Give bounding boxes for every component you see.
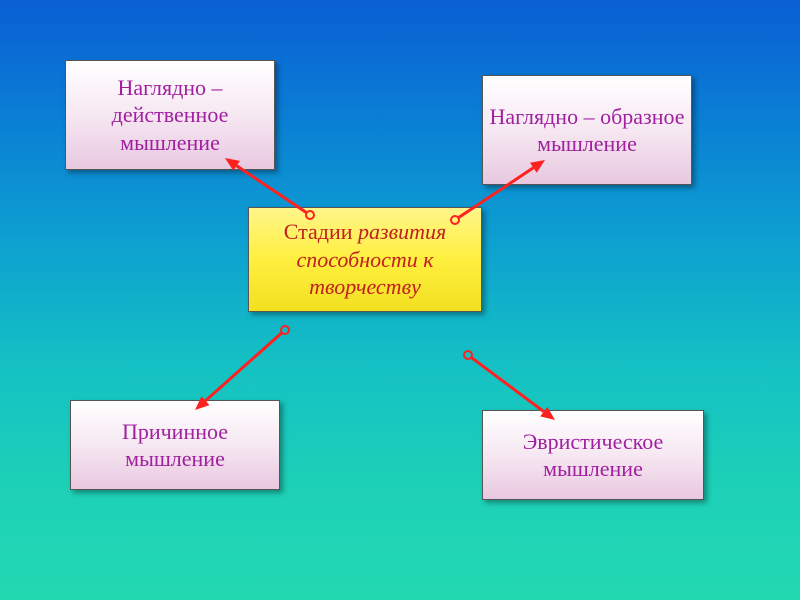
center-strong: Стадии: [284, 219, 353, 244]
box-bottom-right-label: Эвристическое мышление: [483, 428, 703, 483]
box-top-right: Наглядно – образное мышление: [482, 75, 692, 185]
box-top-right-label: Наглядно – образное мышление: [483, 103, 691, 158]
box-bottom-right: Эвристическое мышление: [482, 410, 704, 500]
box-top-left: Наглядно – действенное мышление: [65, 60, 275, 170]
arrow-line: [471, 357, 544, 411]
center-text: Стадии развития способности к творчеству: [249, 218, 481, 301]
arrow-line: [237, 166, 307, 213]
box-bottom-left: Причинное мышление: [70, 400, 280, 490]
arrow-line: [205, 333, 282, 401]
arrow-tail-dot: [464, 351, 472, 359]
center-box: Стадии развития способности к творчеству: [248, 207, 482, 312]
box-bottom-left-label: Причинное мышление: [71, 418, 279, 473]
box-top-left-label: Наглядно – действенное мышление: [66, 74, 274, 157]
arrow-tail-dot: [281, 326, 289, 334]
